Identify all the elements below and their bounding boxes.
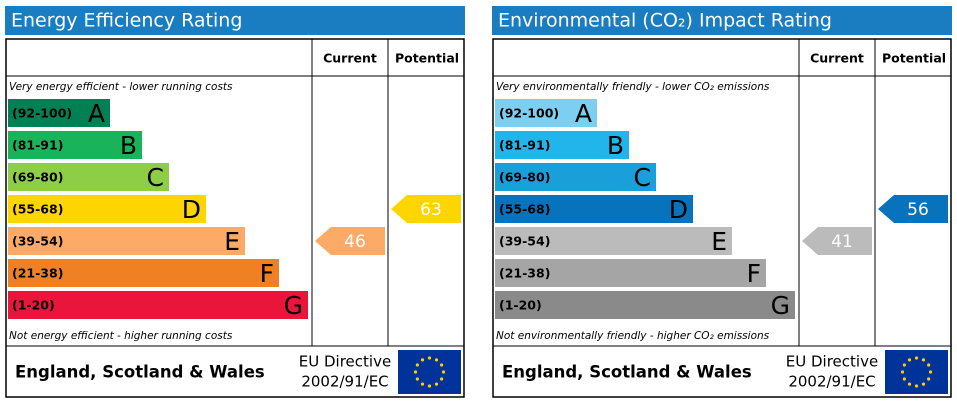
band-range: (1-20) [499, 298, 542, 313]
band [8, 99, 110, 127]
bottom-note: Not energy efficient - higher running co… [9, 330, 233, 342]
band [495, 227, 732, 255]
band-letter: A [88, 99, 105, 128]
eu-star [927, 363, 931, 367]
title-bar [492, 6, 952, 35]
title: Energy Efficiency Rating [11, 10, 242, 32]
eu-star [927, 377, 931, 381]
band-range: (92-100) [12, 106, 72, 121]
eu-star [440, 377, 444, 381]
band-range: (39-54) [499, 234, 550, 249]
rating-value: 63 [420, 200, 442, 220]
top-note: Very environmentally friendly - lower CO… [496, 81, 770, 93]
band-letter: F [747, 259, 761, 288]
band-range: (1-20) [12, 298, 55, 313]
eu-star [434, 358, 439, 362]
eu-star [427, 356, 432, 360]
rating-arrow [878, 195, 948, 223]
band-range: (69-80) [499, 170, 550, 185]
band-range: (39-54) [12, 234, 63, 249]
band-letter: E [711, 227, 727, 256]
column-header: Current [810, 51, 864, 66]
top-note: Very energy efficient - lower running co… [9, 81, 233, 93]
directive: EU Directive [299, 353, 391, 371]
band-range: (92-100) [499, 106, 559, 121]
eu-star [914, 384, 919, 388]
frame [492, 38, 952, 398]
frame [5, 38, 465, 398]
eu-star [928, 370, 933, 374]
band-letter: F [260, 259, 274, 288]
band [495, 291, 795, 319]
band-letter: G [771, 291, 790, 320]
band-letter: D [182, 195, 201, 224]
band [8, 259, 279, 287]
band [495, 163, 656, 191]
title: Environmental (CO₂) Impact Rating [498, 10, 832, 32]
band-letter: G [284, 291, 303, 320]
eu-star [900, 370, 905, 374]
band-letter: C [147, 163, 164, 192]
eu-star [907, 358, 912, 362]
band-letter: D [669, 195, 688, 224]
footer: England, Scotland & Wales [502, 363, 752, 382]
band-letter: E [224, 227, 240, 256]
band [8, 163, 169, 191]
band-range: (55-68) [499, 202, 550, 217]
band-range: (21-38) [12, 266, 63, 281]
column-header: Potential [395, 51, 459, 66]
band [8, 227, 245, 255]
band-range: (81-91) [12, 138, 63, 153]
eu-star [921, 382, 926, 386]
rating-arrow [391, 195, 461, 223]
eu-star [440, 363, 444, 367]
eu-star [420, 358, 425, 362]
directive: 2002/91/EC [788, 373, 875, 391]
title-bar [5, 6, 465, 35]
band-range: (21-38) [499, 266, 550, 281]
band-letter: B [120, 131, 137, 160]
rating-value: 41 [831, 232, 853, 252]
bottom-note: Not environmentally friendly - higher CO… [496, 330, 770, 342]
eu-star [921, 358, 926, 362]
band-range: (69-80) [12, 170, 63, 185]
column-header: Current [323, 51, 377, 66]
band [8, 291, 308, 319]
band [495, 259, 766, 287]
eu-star [420, 382, 425, 386]
eu-star [914, 356, 919, 360]
column-header: Potential [882, 51, 946, 66]
eu-star [415, 377, 419, 381]
eu-star [427, 384, 432, 388]
band-range: (81-91) [499, 138, 550, 153]
eu-star [413, 370, 418, 374]
rating-value: 56 [907, 200, 929, 220]
eu-star [415, 363, 419, 367]
band-letter: C [634, 163, 651, 192]
rating-value: 46 [344, 232, 366, 252]
rating-arrow [802, 227, 872, 255]
band [8, 195, 206, 223]
rating-arrow [315, 227, 385, 255]
band-range: (55-68) [12, 202, 63, 217]
directive: 2002/91/EC [301, 373, 388, 391]
eu-star [434, 382, 439, 386]
eu-star [907, 382, 912, 386]
eu-star [902, 363, 906, 367]
band [495, 195, 693, 223]
band [8, 131, 142, 159]
band-letter: B [607, 131, 624, 160]
eu-star [902, 377, 906, 381]
eu-star [441, 370, 446, 374]
directive: EU Directive [786, 353, 878, 371]
band-letter: A [575, 99, 592, 128]
footer: England, Scotland & Wales [15, 363, 265, 382]
band [495, 131, 629, 159]
band [495, 99, 597, 127]
